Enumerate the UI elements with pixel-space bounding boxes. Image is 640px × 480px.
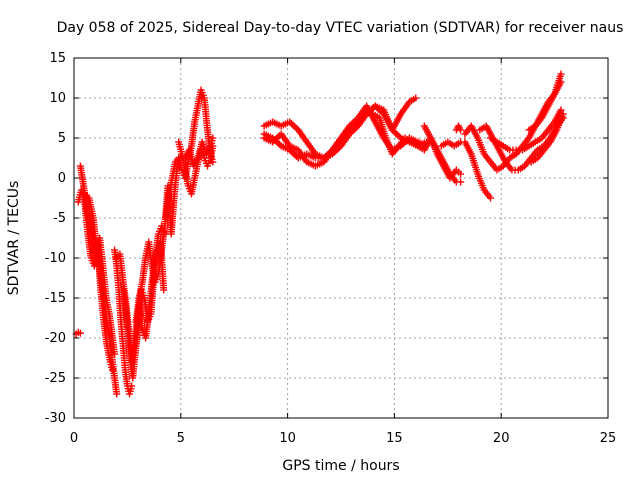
data-point (291, 123, 299, 131)
satellite-track-5 (111, 246, 136, 398)
x-tick-label: 15 (386, 431, 403, 446)
data-points (72, 70, 567, 398)
y-tick-label: -5 (53, 211, 66, 226)
satellite-track-20 (461, 138, 495, 202)
satellite-track-15 (260, 94, 420, 162)
x-tick-label: 20 (493, 431, 510, 446)
data-point (457, 126, 465, 134)
y-tick-label: -15 (45, 291, 66, 306)
y-tick-label: -10 (45, 251, 66, 266)
y-axis-label: SDTVAR / TECUs (6, 181, 22, 296)
y-tick-label: -30 (45, 411, 66, 426)
satellite-track-17 (420, 122, 465, 186)
y-tick-label: 0 (58, 171, 66, 186)
x-axis-label: GPS time / hours (282, 458, 399, 474)
data-point (160, 286, 168, 294)
data-point (209, 158, 217, 166)
satellite-track-4 (81, 190, 121, 398)
data-point (557, 70, 565, 78)
data-point (457, 178, 465, 186)
satellite-track-25 (527, 110, 567, 166)
x-tick-label: 0 (70, 431, 78, 446)
y-tick-label: 5 (58, 131, 66, 146)
plot-frame (73, 57, 609, 419)
data-point (487, 194, 495, 202)
x-tick-label: 5 (177, 431, 185, 446)
y-tick-label: -25 (45, 371, 66, 386)
grid (74, 58, 608, 418)
data-point (557, 106, 565, 114)
y-tick-label: 15 (49, 51, 66, 66)
x-tick-label: 25 (600, 431, 617, 446)
data-point (393, 131, 401, 139)
axis-ticks: 0 5 10 15 20 25 -30 -25 -20 -15 -10 -5 0 5 10 15 (45, 51, 617, 446)
satellite-track-12 (177, 134, 217, 170)
data-point (559, 110, 567, 118)
data-point (287, 120, 295, 128)
satellite-track-24 (525, 70, 565, 134)
satellite-track-23 (487, 106, 565, 154)
data-point (457, 170, 465, 178)
satellite-track-1 (72, 328, 84, 338)
data-point (209, 134, 217, 142)
data-point (76, 329, 84, 337)
y-tick-label: 10 (49, 91, 66, 106)
satellite-track-11 (175, 138, 217, 198)
data-point (113, 390, 121, 398)
satellite-track-19 (452, 122, 465, 134)
data-point (128, 382, 136, 390)
chart-title: Day 058 of 2025, Sidereal Day-to-day VTE… (57, 20, 624, 36)
x-tick-label: 10 (279, 431, 296, 446)
satellite-track-9 (128, 238, 168, 366)
y-tick-label: -20 (45, 331, 66, 346)
satellite-track-18 (437, 138, 465, 150)
data-point (412, 94, 420, 102)
